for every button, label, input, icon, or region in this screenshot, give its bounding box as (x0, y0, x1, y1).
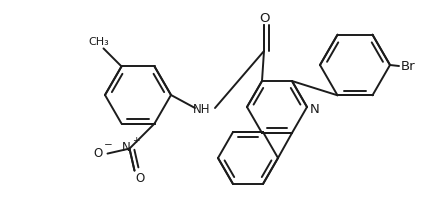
Text: N: N (310, 102, 320, 116)
Text: O: O (93, 147, 102, 160)
Text: +: + (132, 136, 139, 145)
Text: O: O (259, 12, 269, 25)
Text: O: O (135, 172, 144, 185)
Text: Br: Br (401, 59, 415, 72)
Text: N: N (122, 141, 131, 154)
Text: NH: NH (193, 102, 211, 116)
Text: CH₃: CH₃ (88, 37, 109, 47)
Text: −: − (104, 140, 113, 150)
